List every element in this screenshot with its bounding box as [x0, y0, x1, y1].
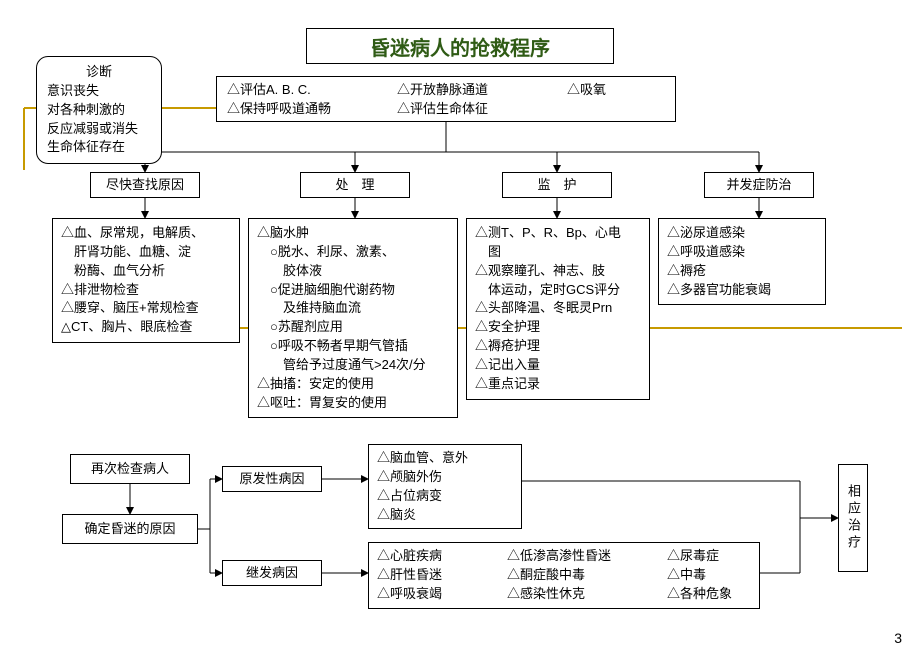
label-text: 尽快查找原因: [106, 177, 184, 192]
list-item: △褥疮护理: [475, 337, 641, 356]
assess-item: △开放静脉通道: [397, 81, 567, 100]
list-item: △感染性休克: [507, 585, 667, 604]
list-item: 管给予过度通气>24次/分: [257, 356, 449, 375]
branch-label-complication: 并发症防治: [704, 172, 814, 198]
list-item: ○苏醒剂应用: [257, 318, 449, 337]
list-item: △中毒: [667, 566, 706, 585]
list-item: △记出入量: [475, 356, 641, 375]
list-item: △脑炎: [377, 506, 513, 525]
list-item: △排泄物检查: [61, 281, 231, 300]
list-item: △呼吸道感染: [667, 243, 817, 262]
diag-line: 生命体征存在: [47, 138, 151, 157]
list-item: △测T、P、R、Bp、心电: [475, 224, 641, 243]
list-item: △心脏疾病: [377, 547, 507, 566]
list-item: 图: [475, 243, 641, 262]
label-text: 监 护: [537, 177, 576, 192]
assess-item: △评估生命体征: [397, 100, 488, 119]
list-item: △尿毒症: [667, 547, 719, 566]
page-number: 3: [894, 630, 902, 646]
assess-item: △评估A. B. C.: [227, 81, 397, 100]
list-item: 体运动，定时GCS评分: [475, 281, 641, 300]
secondary-cause-box: △心脏疾病 △低渗高渗性昏迷 △尿毒症 △肝性昏迷 △酮症酸中毒 △中毒 △呼吸…: [368, 542, 760, 609]
list-item: △酮症酸中毒: [507, 566, 667, 585]
list-item: 胶体液: [257, 262, 449, 281]
determine-box: 确定昏迷的原因: [62, 514, 198, 544]
title-box: 昏迷病人的抢救程序: [306, 28, 614, 64]
diag-line: 诊断: [47, 63, 151, 82]
branch-box-treat: △脑水肿 ○脱水、利尿、激素、 胶体液 ○促进脑细胞代谢药物 及维持脑血流 ○苏…: [248, 218, 458, 418]
list-item: ○呼吸不畅者早期气管插: [257, 337, 449, 356]
list-item: ○促进脑细胞代谢药物: [257, 281, 449, 300]
list-item: △多器官功能衰竭: [667, 281, 817, 300]
list-item: △呕吐：胃复安的使用: [257, 394, 449, 413]
list-item: △占位病变: [377, 487, 513, 506]
branch-label-treat: 处 理: [300, 172, 410, 198]
list-item: △安全护理: [475, 318, 641, 337]
secondary-cause-label: 继发病因: [222, 560, 322, 586]
recheck-box: 再次检查病人: [70, 454, 190, 484]
assess-item: △吸氧: [567, 81, 606, 100]
list-item: △颅脑外伤: [377, 468, 513, 487]
list-item: △重点记录: [475, 375, 641, 394]
primary-cause-box: △脑血管、意外 △颅脑外伤 △占位病变 △脑炎: [368, 444, 522, 529]
list-item: △CT、胸片、眼底检查: [61, 318, 231, 337]
assess-item: △保持呼吸道通畅: [227, 100, 397, 119]
diag-line: 反应减弱或消失: [47, 120, 151, 139]
list-item: △血、尿常规，电解质、: [61, 224, 231, 243]
label-text: 原发性病因: [239, 471, 304, 486]
list-item: △呼吸衰竭: [377, 585, 507, 604]
list-item: △褥疮: [667, 262, 817, 281]
list-item: △抽搐：安定的使用: [257, 375, 449, 394]
diag-line: 对各种刺激的: [47, 101, 151, 120]
list-item: △脑血管、意外: [377, 449, 513, 468]
list-item: ○脱水、利尿、激素、: [257, 243, 449, 262]
primary-cause-label: 原发性病因: [222, 466, 322, 492]
branch-label-cause: 尽快查找原因: [90, 172, 200, 198]
branch-box-monitor: △测T、P、R、Bp、心电 图 △观察瞳孔、神志、肢 体运动，定时GCS评分 △…: [466, 218, 650, 400]
title-text: 昏迷病人的抢救程序: [370, 38, 550, 60]
label-text: 继发病因: [246, 565, 298, 580]
list-item: 肝肾功能、血糖、淀: [61, 243, 231, 262]
branch-box-complication: △泌尿道感染 △呼吸道感染 △褥疮 △多器官功能衰竭: [658, 218, 826, 305]
list-item: △脑水肿: [257, 224, 449, 243]
list-item: △低渗高渗性昏迷: [507, 547, 667, 566]
list-item: △各种危象: [667, 585, 732, 604]
list-item: △头部降温、冬眠灵Prn: [475, 299, 641, 318]
treatment-box: 相应治疗: [838, 464, 868, 572]
diag-line: 意识丧失: [47, 82, 151, 101]
list-item: △肝性昏迷: [377, 566, 507, 585]
label-text: 相应治疗: [846, 484, 861, 552]
label-text: 确定昏迷的原因: [84, 521, 175, 536]
list-item: △观察瞳孔、神志、肢: [475, 262, 641, 281]
list-item: 及维持脑血流: [257, 299, 449, 318]
label-text: 并发症防治: [726, 177, 791, 192]
list-item: △腰穿、脑压+常规检查: [61, 299, 231, 318]
label-text: 处 理: [335, 177, 374, 192]
list-item: 粉酶、血气分析: [61, 262, 231, 281]
branch-label-monitor: 监 护: [502, 172, 612, 198]
label-text: 再次检查病人: [91, 461, 169, 476]
diagnosis-box: 诊断 意识丧失 对各种刺激的 反应减弱或消失 生命体征存在: [36, 56, 162, 164]
branch-box-cause: △血、尿常规，电解质、 肝肾功能、血糖、淀 粉酶、血气分析 △排泄物检查 △腰穿…: [52, 218, 240, 343]
assess-box: △评估A. B. C. △开放静脉通道 △吸氧 △保持呼吸道通畅 △评估生命体征: [216, 76, 676, 122]
list-item: △泌尿道感染: [667, 224, 817, 243]
